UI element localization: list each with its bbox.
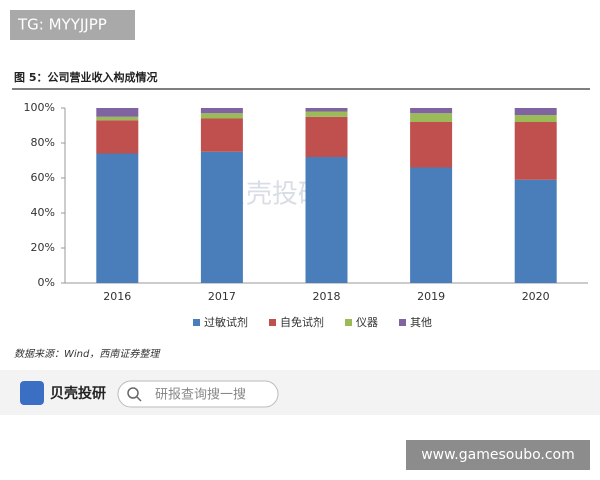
search-icon-handle [136, 396, 142, 402]
bar-segment [410, 167, 453, 283]
bar-segment [514, 179, 557, 283]
search-box[interactable] [117, 380, 279, 408]
source: 数据来源：Wind，西南证券整理 [14, 348, 161, 360]
tag: TG: MYYJJPP [17, 16, 107, 34]
logo [20, 381, 44, 405]
legend-label: 其他 [410, 316, 432, 329]
y-tick-label: 100% [24, 101, 55, 114]
bar-segment [305, 111, 348, 117]
site: www.gamesoubo.com [421, 447, 575, 463]
bar-segment [305, 108, 348, 112]
legend-label: 过敏试剂 [204, 315, 248, 329]
legend-swatch [399, 319, 406, 326]
bar-segment [200, 118, 243, 152]
bar-segment [200, 108, 243, 114]
search-placeholder: 研报查询搜一搜 [155, 388, 246, 403]
tag-box [10, 10, 135, 40]
bar-segment [96, 153, 139, 283]
y-tick-label: 20% [31, 241, 55, 254]
bar-segment [514, 122, 557, 180]
bar-segment [96, 108, 139, 117]
bar-segment [410, 113, 453, 122]
legend-swatch [345, 319, 352, 326]
x-tick-label: 2019 [417, 290, 445, 303]
bar-segment [410, 122, 453, 168]
x-tick-label: 2017 [208, 290, 236, 303]
bar-segment [305, 116, 348, 157]
x-tick-label: 2018 [313, 290, 341, 303]
bar-segment [410, 108, 453, 114]
y-tick-label: 80% [31, 136, 55, 149]
bar-segment [96, 120, 139, 154]
legend-label: 仪器 [356, 316, 378, 329]
bar-segment [514, 115, 557, 122]
legend-swatch [269, 319, 276, 326]
x-tick-label: 2016 [103, 290, 131, 303]
bar-segment [514, 108, 557, 115]
search-icon [127, 387, 139, 399]
bar-segment [200, 113, 243, 119]
chart-title: 图 5：公司营业收入构成情况 [14, 70, 157, 84]
y-tick-label: 60% [31, 171, 55, 184]
y-tick-label: 40% [31, 206, 55, 219]
bar-segment [305, 157, 348, 283]
bar-segment [96, 116, 139, 121]
bottom-bar [0, 370, 600, 415]
site-box [406, 440, 590, 470]
bar-segment [200, 151, 243, 283]
x-tick-label: 2020 [522, 290, 550, 303]
y-tick-label: 0% [38, 276, 55, 289]
legend-label: 自免试剂 [280, 315, 324, 329]
brand: 贝壳投研 [50, 385, 106, 402]
legend-swatch [193, 319, 200, 326]
